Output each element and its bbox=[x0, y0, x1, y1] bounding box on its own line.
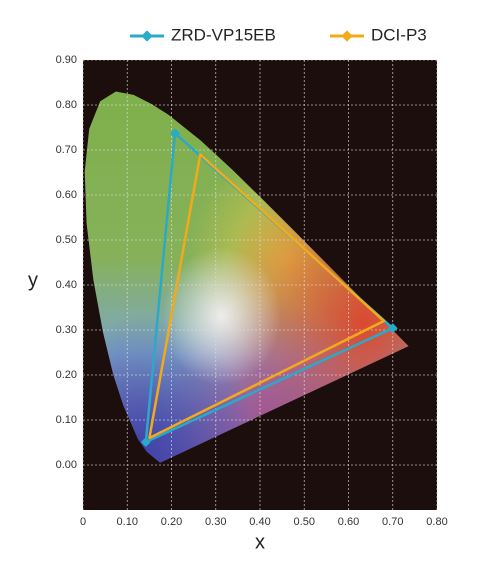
x-tick-label: 0.60 bbox=[338, 516, 359, 528]
legend-label: DCI-P3 bbox=[371, 25, 427, 44]
y-tick-label: 0.80 bbox=[56, 99, 77, 111]
y-tick-label: 0.40 bbox=[56, 279, 77, 291]
y-tick-label: 0.70 bbox=[56, 144, 77, 156]
y-axis-label: y bbox=[28, 269, 38, 291]
x-tick-label: 0.40 bbox=[249, 516, 270, 528]
x-axis-label: x bbox=[255, 531, 265, 553]
x-tick-label: 0.30 bbox=[205, 516, 226, 528]
legend-marker bbox=[141, 30, 153, 42]
vertex-marker bbox=[387, 323, 398, 334]
y-tick-label: 0.10 bbox=[56, 414, 77, 426]
x-tick-label: 0.50 bbox=[294, 516, 315, 528]
vertex-marker bbox=[170, 128, 180, 139]
x-tick-label: 0.70 bbox=[382, 516, 403, 528]
y-tick-label: 0.30 bbox=[56, 324, 77, 336]
x-tick-label: 0.10 bbox=[117, 516, 138, 528]
legend-marker bbox=[341, 30, 353, 42]
y-tick-label: 0.90 bbox=[56, 54, 77, 66]
y-tick-label: 0.50 bbox=[56, 234, 77, 246]
x-tick-label: 0.80 bbox=[426, 516, 447, 528]
series-line bbox=[148, 153, 386, 440]
y-tick-label: 0.00 bbox=[56, 459, 77, 471]
x-tick-label: 0.20 bbox=[161, 516, 182, 528]
x-tick-label: 0 bbox=[80, 516, 86, 528]
vertex-marker bbox=[140, 437, 151, 447]
y-tick-label: 0.60 bbox=[56, 189, 77, 201]
legend-label: ZRD-VP15EB bbox=[171, 25, 276, 44]
y-tick-label: 0.20 bbox=[56, 369, 77, 381]
